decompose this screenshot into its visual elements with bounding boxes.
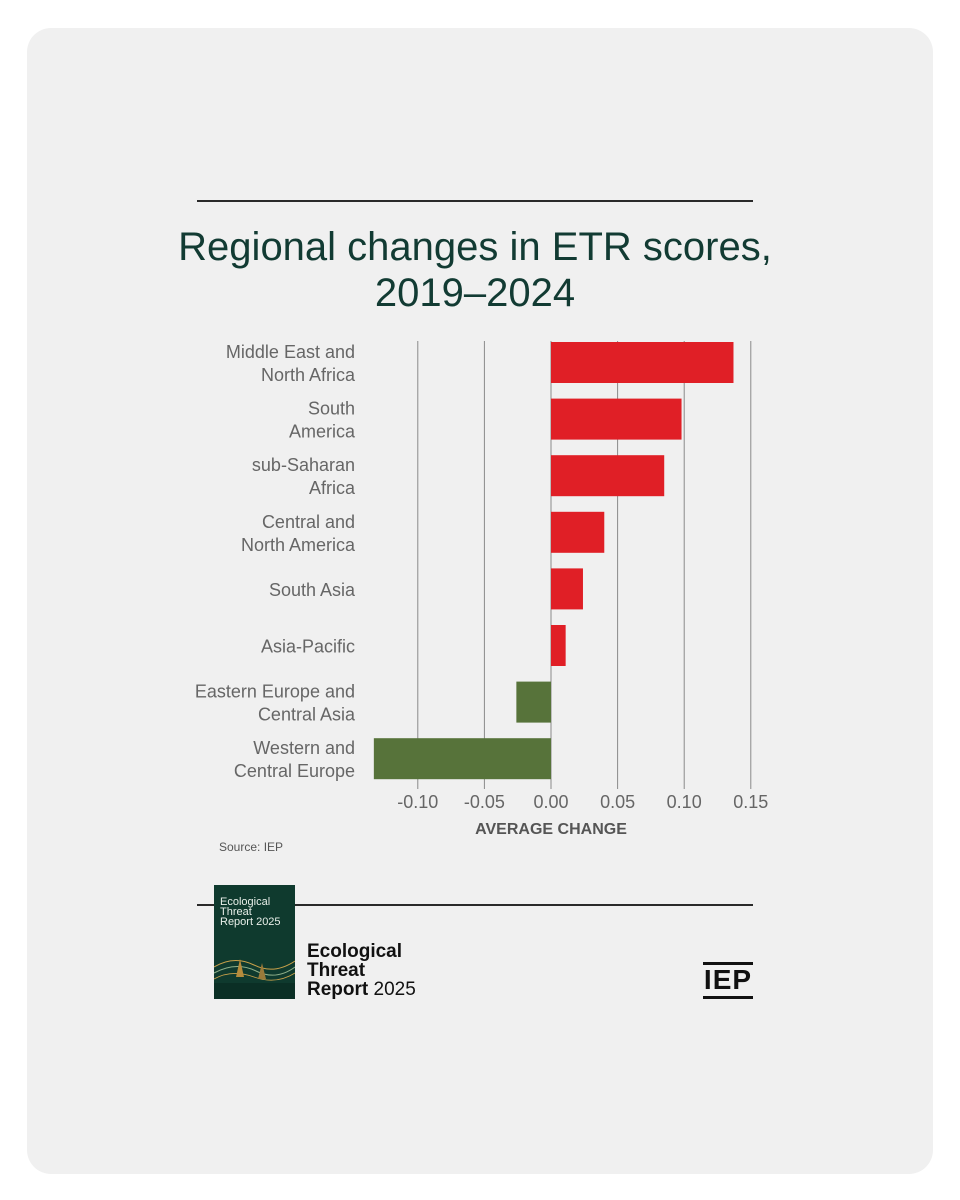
- bar-5: [551, 625, 566, 666]
- category-label-1-line-1: America: [289, 422, 356, 442]
- bar-6: [516, 681, 551, 723]
- category-label-1-line-0: South: [308, 399, 355, 419]
- category-label-6: Eastern Europe and Central Asia: [195, 682, 356, 725]
- source-note: Source: IEP: [219, 840, 284, 854]
- tick-label-1: -0.05: [464, 792, 505, 812]
- category-label-2: sub-Saharan Africa: [252, 455, 356, 498]
- category-label-4-line-0: South Asia: [269, 580, 356, 600]
- tick-label-0: -0.10: [397, 792, 438, 812]
- bar-3: [551, 511, 605, 553]
- category-label-3-line-1: North America: [241, 535, 356, 555]
- category-label-3-line-0: Central and: [262, 512, 355, 532]
- bottom-divider: [197, 904, 753, 906]
- cover-title-line-3: Report 2025: [220, 916, 281, 928]
- top-divider: [197, 200, 753, 202]
- category-label-5-line-0: Asia-Pacific: [261, 637, 355, 657]
- tick-label-2: 0.00: [533, 792, 568, 812]
- bar-7: [373, 738, 551, 780]
- cover-artwork-icon: [214, 959, 295, 999]
- x-axis-title: AVERAGE CHANGE: [475, 821, 627, 838]
- category-label-0-line-1: North Africa: [261, 365, 356, 385]
- logo-top-bar: [703, 962, 753, 965]
- category-label-2-line-0: sub-Saharan: [252, 455, 355, 475]
- category-label-7-line-0: Western and: [253, 738, 355, 758]
- bar-2: [551, 455, 665, 497]
- tick-label-5: 0.15: [733, 792, 768, 812]
- category-label-3: Central and North America: [241, 512, 356, 555]
- logo-bottom-bar: [703, 996, 753, 999]
- footer-title-year: 2025: [373, 979, 416, 1000]
- bar-chart: Middle East and North Africa South America s…: [195, 341, 768, 838]
- category-label-7-line-1: Central Europe: [234, 761, 355, 781]
- chart-title-line-1: Regional changes in ETR scores,: [178, 225, 772, 269]
- category-label-1: South America: [289, 399, 356, 442]
- cover-title: Ecological Threat Report 2025: [220, 896, 281, 928]
- iep-logo[interactable]: IEP: [703, 962, 753, 1002]
- bar-1: [551, 398, 682, 440]
- footer-title-line-2: Threat: [307, 960, 366, 981]
- bar-4: [551, 568, 583, 610]
- category-label-6-line-0: Eastern Europe and: [195, 682, 355, 702]
- tick-label-4: 0.10: [667, 792, 702, 812]
- category-label-0: Middle East and North Africa: [226, 342, 356, 385]
- cover-title-line-1: Ecological: [220, 896, 271, 908]
- category-label-0-line-0: Middle East and: [226, 342, 355, 362]
- cover-title-line-2: Threat: [220, 906, 252, 918]
- category-label-7: Western and Central Europe: [234, 738, 355, 781]
- category-label-6-line-1: Central Asia: [258, 705, 356, 725]
- tick-label-3: 0.05: [600, 792, 635, 812]
- bar-0: [551, 342, 734, 383]
- chart-title: Regional changes in ETR scores, 2019–202…: [0, 224, 950, 316]
- category-label-5: Asia-Pacific: [261, 637, 355, 657]
- footer-title-line-3: Report 2025: [307, 980, 416, 999]
- category-label-2-line-1: Africa: [309, 478, 356, 498]
- logo-text: IEP: [703, 964, 753, 995]
- footer-title-line-1: Ecological: [307, 941, 403, 962]
- category-label-4: South Asia: [269, 580, 356, 600]
- report-card: [27, 28, 933, 1174]
- report-cover-thumbnail[interactable]: Ecological Threat Report 2025: [214, 885, 295, 999]
- footer-title-report: Report: [307, 979, 369, 1000]
- footer-report-title: Ecological Threat Report 2025: [307, 942, 416, 999]
- chart-title-line-2: 2019–2024: [374, 271, 576, 315]
